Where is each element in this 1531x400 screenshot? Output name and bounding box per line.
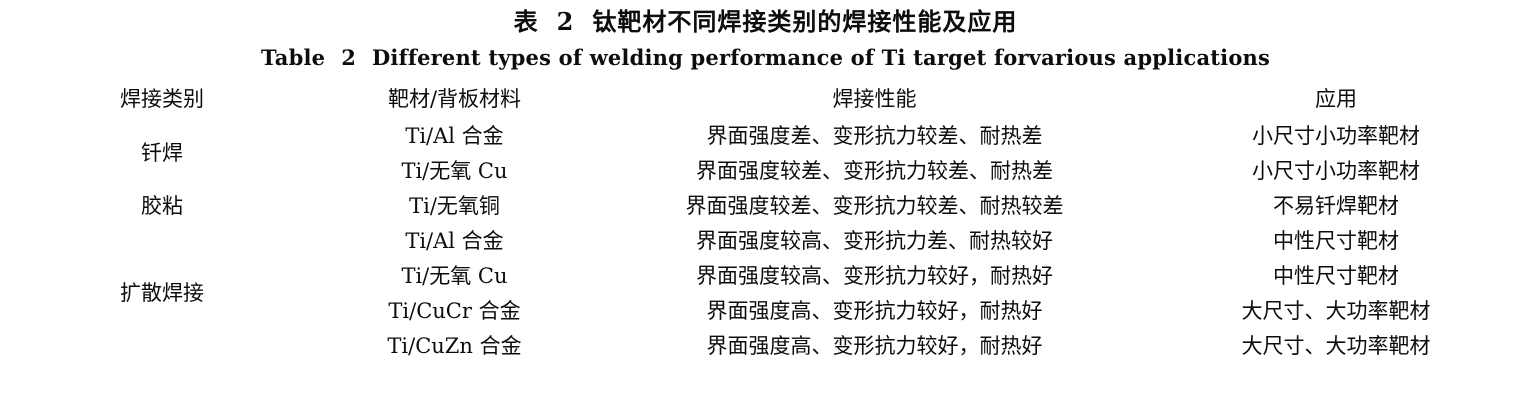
table-row: Ti/CuZn 合金 界面强度高、变形抗力较好，耐热好 大尺寸、大功率靶材 xyxy=(12,327,1520,362)
caption-english: Table 2 Different types of welding perform… xyxy=(0,42,1531,74)
cell-material: Ti/无氧铜 xyxy=(409,193,500,218)
cell-application: 中性尺寸靶材 xyxy=(1273,263,1399,288)
table-row: 胶粘 Ti/无氧铜 界面强度较差、变形抗力较差、耐热较差 不易钎焊靶材 xyxy=(12,187,1520,222)
cell-performance: 界面强度较高、变形抗力较好，耐热好 xyxy=(696,263,1053,288)
cell-performance: 界面强度较高、变形抗力差、耐热较好 xyxy=(696,228,1053,253)
table-row: 钎焊 Ti/Al 合金 界面强度差、变形抗力较差、耐热差 小尺寸小功率靶材 xyxy=(12,117,1520,166)
cell-material: Ti/无氧 Cu xyxy=(401,263,508,288)
group-label-brazing: 钎焊 xyxy=(141,141,183,165)
column-header-application: 应用 xyxy=(1315,87,1357,111)
caption-chinese-title: 钛靶材不同焊接类别的焊接性能及应用 xyxy=(592,8,1018,36)
cell-application: 不易钎焊靶材 xyxy=(1273,193,1399,218)
cell-material: Ti/Al 合金 xyxy=(405,123,504,148)
cell-performance: 界面强度高、变形抗力较好，耐热好 xyxy=(706,298,1043,323)
caption-english-label: Table xyxy=(260,45,326,70)
table-container: 焊接类别 靶材/背板材料 焊接性能 应用 钎焊 Ti/Al 合金 界面强度差、变… xyxy=(12,79,1520,365)
cell-performance: 界面强度差、变形抗力较差、耐热差 xyxy=(706,123,1043,148)
cell-performance: 界面强度高、变形抗力较好，耐热好 xyxy=(706,333,1043,358)
caption-english-title: Different types of welding performance o… xyxy=(372,45,1271,70)
cell-application: 小尺寸小功率靶材 xyxy=(1252,158,1420,183)
cell-application: 大尺寸、大功率靶材 xyxy=(1241,298,1431,323)
cell-performance: 界面强度较差、变形抗力较差、耐热差 xyxy=(696,158,1053,183)
caption-chinese-label: 表 xyxy=(513,7,539,36)
table-row: 扩散焊接 Ti/Al 合金 界面强度较高、变形抗力差、耐热较好 中性尺寸靶材 xyxy=(12,222,1520,306)
welding-performance-table: 焊接类别 靶材/背板材料 焊接性能 应用 钎焊 Ti/Al 合金 界面强度差、变… xyxy=(12,79,1520,365)
table-bottom-rule xyxy=(12,362,1520,365)
cell-application: 中性尺寸靶材 xyxy=(1273,228,1399,253)
table-row: Ti/无氧 Cu 界面强度较高、变形抗力较好，耐热好 中性尺寸靶材 xyxy=(12,257,1520,292)
cell-material: Ti/无氧 Cu xyxy=(401,158,508,183)
column-header-performance: 焊接性能 xyxy=(832,87,917,111)
caption-chinese-number: 2 xyxy=(556,7,575,36)
column-header-material: 靶材/背板材料 xyxy=(387,87,522,111)
column-header-welding-type: 焊接类别 xyxy=(120,87,204,111)
caption-english-number: 2 xyxy=(341,45,357,70)
cell-material: Ti/Al 合金 xyxy=(405,228,504,253)
cell-application: 大尺寸、大功率靶材 xyxy=(1241,333,1431,358)
table-header-row: 焊接类别 靶材/背板材料 焊接性能 应用 xyxy=(12,79,1520,117)
caption-chinese: 表 2 钛靶材不同焊接类别的焊接性能及应用 xyxy=(0,0,1531,42)
cell-material: Ti/CuCr 合金 xyxy=(388,298,521,323)
cell-application: 小尺寸小功率靶材 xyxy=(1252,123,1420,148)
table-row: Ti/无氧 Cu 界面强度较差、变形抗力较差、耐热差 小尺寸小功率靶材 xyxy=(12,152,1520,187)
group-label-diffusion-welding: 扩散焊接 xyxy=(120,281,204,305)
table-row: Ti/CuCr 合金 界面强度高、变形抗力较好，耐热好 大尺寸、大功率靶材 xyxy=(12,292,1520,327)
cell-performance: 界面强度较差、变形抗力较差、耐热较差 xyxy=(685,193,1064,218)
group-label-adhesive: 胶粘 xyxy=(141,193,183,218)
cell-material: Ti/CuZn 合金 xyxy=(387,333,522,358)
